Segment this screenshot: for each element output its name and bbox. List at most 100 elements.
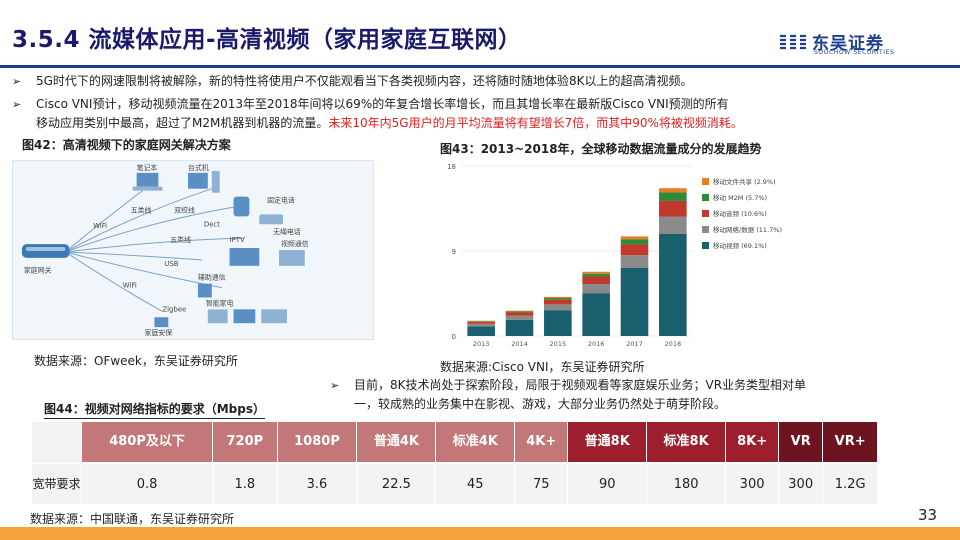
table-header-cell: 480P及以下 (82, 422, 214, 462)
table-header-cell: 标准8K (647, 422, 727, 462)
table-header-cell: 8K+ (726, 422, 780, 462)
bullet-text: Cisco VNI预计，移动视频流量在2013年至2018年间将以69%的年复合… (36, 97, 729, 111)
bar-segment (659, 216, 687, 234)
x-tick-label: 2015 (550, 340, 567, 348)
table-header-cell: VR (779, 422, 824, 462)
aux-comm-label: 辅助通信 (198, 273, 226, 282)
legend-label: 移动 M2M (5.7%) (713, 193, 767, 202)
cat5-label: 五类线 (131, 205, 152, 214)
company-logo: 东吴证券 SOOCHOW SECURITIES (778, 30, 938, 60)
bullet-arrow-icon: ➢ (12, 75, 22, 88)
title-divider (0, 65, 960, 68)
bullet-text-cont: 移动应用类别中最高，超过了M2M机器到机器的流量。未来10年内5G用户的月平均流… (12, 114, 952, 133)
logo-subtitle: SOOCHOW SECURITIES (814, 49, 895, 56)
table-cell: 45 (436, 462, 516, 504)
notebook-label: 笔记本 (137, 163, 158, 172)
figure-source: 数据来源：OFweek，东吴证券研究所 (34, 354, 238, 368)
table-cell: 75 (515, 462, 569, 504)
iptv-label: IPTV (230, 236, 245, 244)
table-cell: 300 (779, 462, 824, 504)
figure-caption: 图44：视频对网络指标的要求（Mbps） (44, 400, 265, 419)
cordless-phone-label: 无绳电话 (273, 227, 301, 236)
bullet-text: 5G时代下的网速限制将被解除，新的特性将使用户不仅能观看当下各类视频内容，还将随… (36, 74, 693, 88)
camera-icon (154, 317, 169, 328)
legend-swatch (702, 210, 709, 217)
wifi-label: WiFi (93, 222, 107, 230)
table-header-cell: 720P (213, 422, 278, 462)
bar-segment (544, 298, 572, 300)
bar-segment (582, 284, 610, 294)
table-header-cell: 普通4K (357, 422, 437, 462)
table-row-label: 宽带要求 (32, 462, 82, 504)
bullet-item: ➢ 5G时代下的网速限制将被解除，新的特性将使用户不仅能观看当下各类视频内容，还… (12, 72, 952, 91)
bullet-text: 移动应用类别中最高，超过了M2M机器到机器的流量。 (36, 116, 329, 130)
bar-segment (505, 319, 534, 336)
bar-segment (659, 188, 687, 193)
y-tick-label: 9 (452, 248, 456, 256)
bullet-item: ➢ 目前，8K技术尚处于探索阶段，局限于视频观看等家庭娱乐业务；VR业务类型相对… (330, 376, 950, 414)
legend-swatch (702, 226, 709, 233)
bar-segment (467, 320, 495, 322)
bar-segment (659, 200, 687, 217)
x-tick-label: 2018 (665, 340, 682, 348)
tv-icon (229, 248, 305, 266)
desktop-icon (188, 170, 220, 193)
table-header-cell: 4K+ (515, 422, 569, 462)
table-cell: 1.8 (213, 462, 278, 504)
bar-segment (505, 311, 534, 313)
bar-segment (467, 321, 495, 322)
bar-segment (467, 321, 495, 324)
cat5-label-2: 五类线 (170, 235, 191, 244)
traffic-stacked-bar-chart: 0 9 18 2013 2014 2015 2016 2017 2018 移动文件共享 (2.9%… (440, 158, 820, 354)
bar-segment (582, 276, 610, 285)
y-tick-label: 18 (447, 163, 456, 171)
table-header-cell: 普通8K (568, 422, 648, 462)
legend-label: 移动网络/数据 (11.7%) (713, 225, 782, 234)
highlight-text: 未来10年内5G用户的月平均流量将有望增长7倍，而其中90%将被视频消耗。 (328, 116, 743, 130)
page-title: 3.5.4 流媒体应用-高清视频（家用家庭互联网） (12, 27, 522, 53)
logo-name: 东吴证券 (812, 34, 884, 54)
bullet-text: 一，较成熟的业务集中在影视、游戏，大部分业务仍然处于萌芽阶段。 (354, 397, 727, 411)
table-corner (32, 422, 82, 462)
usb-label: USB (164, 260, 178, 268)
x-tick-label: 2014 (511, 340, 528, 348)
home-gateway-diagram: 家庭网关 笔记本 台式机 五类线 双绞线 Dect WiFi 固定电话 无绳电话… (12, 160, 374, 340)
desktop-label: 台式机 (188, 163, 209, 172)
table-cell: 0.8 (82, 462, 214, 504)
smart-appliance-label: 智能家电 (206, 298, 234, 307)
y-tick-label: 0 (452, 333, 456, 341)
table-header-cell: 1080P (277, 422, 358, 462)
bar-segment (582, 271, 610, 274)
bar-segment (505, 312, 534, 316)
bar-segment (620, 236, 649, 240)
bar-segment (620, 239, 649, 245)
table-cell: 22.5 (357, 462, 437, 504)
notebook-icon (132, 172, 163, 191)
bar-segment (544, 310, 572, 336)
zigbee-label: Zigbee (162, 305, 186, 313)
appliance-icon (207, 309, 287, 324)
figure-source: 数据来源:Cisco VNI，东吴证券研究所 (440, 360, 645, 374)
bullet-arrow-icon: ➢ (12, 98, 22, 111)
bar-segment (659, 192, 687, 201)
legend-label: 移动视频 (69.1%) (713, 241, 767, 250)
bullet-item: ➢ Cisco VNI预计，移动视频流量在2013年至2018年间将以69%的年… (12, 95, 952, 133)
bullet-text: 目前，8K技术尚处于探索阶段，局限于视频观看等家庭娱乐业务；VR业务类型相对单 (354, 378, 807, 392)
logo-icon (778, 32, 808, 54)
bar-segment (620, 255, 649, 268)
bandwidth-table: 480P及以下 720P 1080P 普通4K 标准4K 4K+ 普通8K 标准… (32, 422, 878, 504)
table-header-cell: VR+ (823, 422, 878, 462)
gateway-device-icon (21, 244, 70, 258)
bar-segment (505, 310, 534, 312)
x-tick-label: 2017 (626, 340, 643, 348)
table-header-cell: 标准4K (436, 422, 516, 462)
bar-segment (505, 315, 534, 320)
dect-label: Dect (204, 220, 220, 228)
legend-label: 移动音频 (10.6%) (713, 209, 767, 218)
fixed-phone-label: 固定电话 (267, 196, 295, 205)
device-icon (197, 283, 212, 298)
x-tick-label: 2016 (588, 340, 605, 348)
figure-caption: 图42：高清视频下的家庭网关解决方案 (22, 138, 231, 152)
legend-swatch (702, 178, 709, 185)
cordless-phone-icon (259, 214, 283, 225)
